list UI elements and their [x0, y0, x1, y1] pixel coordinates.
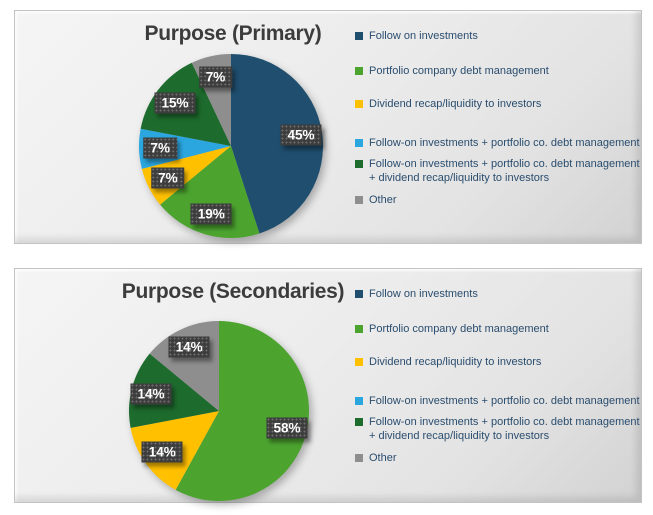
legend-label: Portfolio company debt management — [369, 323, 549, 335]
data-label: 45% — [280, 124, 322, 146]
primary-chart-panel: Purpose (Primary) 45% 19% 7% 7% 15% 7% Follow… — [14, 10, 642, 244]
legend-label: Portfolio company debt management — [369, 65, 549, 77]
pie-slice — [141, 146, 231, 205]
legend-item: Other — [355, 193, 649, 207]
legend-swatch-icon — [355, 139, 363, 147]
legend-swatch-icon — [355, 397, 363, 405]
legend-item: Portfolio company debt management — [355, 64, 649, 78]
legend-item: Follow-on investments + portfolio co. de… — [355, 415, 649, 443]
legend-label: Follow on investments — [369, 288, 478, 300]
legend-swatch-icon — [355, 100, 363, 108]
legend-item: Follow on investments — [355, 287, 649, 301]
chart-title: Purpose (Primary) — [144, 22, 322, 45]
chart-title: Purpose (Secondaries) — [121, 280, 345, 303]
legend-label: Other — [369, 452, 397, 464]
legend-swatch-icon — [355, 325, 363, 333]
secondaries-chart-panel: Purpose (Secondaries) 58% 14% 14% 14% Follo… — [14, 268, 642, 503]
legend-item: Other — [355, 451, 649, 465]
legend-swatch-icon — [355, 290, 363, 298]
data-label: 19% — [190, 203, 232, 225]
legend-swatch-icon — [355, 418, 363, 426]
legend-swatch-icon — [355, 160, 363, 168]
legend-swatch-icon — [355, 67, 363, 75]
pie-slice — [175, 321, 309, 501]
legend-label: Dividend recap/liquidity to investors — [369, 98, 542, 110]
pie-chart — [129, 321, 309, 501]
legend-item: Follow on investments — [355, 29, 649, 43]
legend-label: Other — [369, 194, 397, 206]
legend-swatch-icon — [355, 196, 363, 204]
pie-plot-area: 58% 14% 14% 14% — [15, 269, 641, 502]
pie-slice — [129, 353, 219, 428]
pie-slice — [231, 54, 323, 234]
data-label: 7% — [151, 167, 185, 189]
legend-label: Follow on investments — [369, 30, 478, 42]
data-label: 14% — [168, 336, 210, 358]
legend-item: Follow-on investments + portfolio co. de… — [355, 394, 649, 408]
chart-legend: Follow on investments Portfolio company d… — [355, 287, 649, 465]
data-label: 14% — [130, 383, 172, 405]
data-label: 14% — [141, 441, 183, 463]
legend-item: Dividend recap/liquidity to investors — [355, 97, 649, 111]
legend-label: Follow-on investments + portfolio co. de… — [369, 416, 640, 442]
pie-plot-area: 45% 19% 7% 7% 15% 7% — [15, 11, 641, 243]
legend-item: Follow-on investments + portfolio co. de… — [355, 136, 649, 150]
legend-item: Dividend recap/liquidity to investors — [355, 355, 649, 369]
legend-item: Follow-on investments + portfolio co. de… — [355, 157, 649, 185]
data-label: 15% — [154, 92, 196, 114]
pie-slice — [160, 146, 260, 238]
chart-legend: Follow on investments Portfolio company d… — [355, 29, 649, 207]
legend-label: Follow-on investments + portfolio co. de… — [369, 158, 640, 184]
legend-item: Portfolio company debt management — [355, 322, 649, 336]
data-label: 58% — [266, 417, 308, 439]
legend-label: Dividend recap/liquidity to investors — [369, 356, 542, 368]
legend-swatch-icon — [355, 454, 363, 462]
data-label: 7% — [143, 137, 177, 159]
legend-swatch-icon — [355, 358, 363, 366]
legend-swatch-icon — [355, 32, 363, 40]
legend-label: Follow-on investments + portfolio co. de… — [369, 137, 640, 149]
pie-chart — [139, 54, 323, 238]
data-label: 7% — [198, 66, 233, 88]
legend-label: Follow-on investments + portfolio co. de… — [369, 395, 640, 407]
